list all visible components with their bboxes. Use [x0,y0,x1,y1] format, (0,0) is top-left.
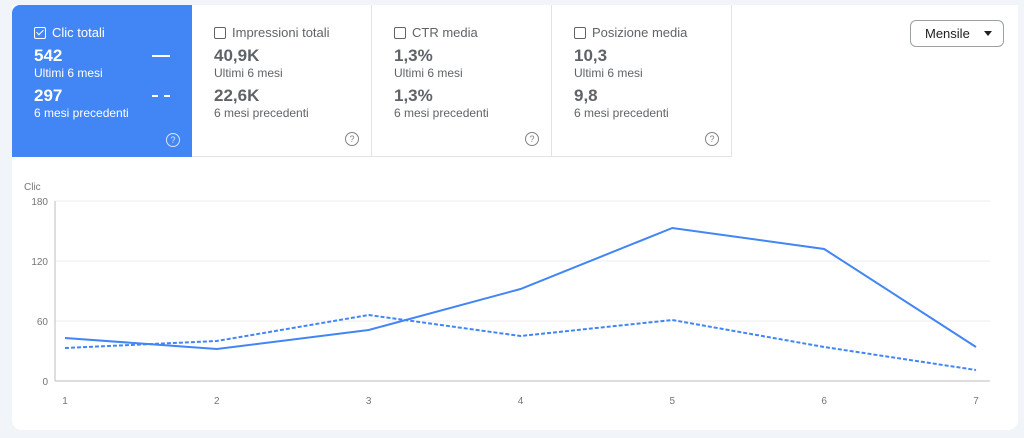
y-tick-label: 0 [42,377,48,388]
metric-title[interactable]: Impressioni totali [214,25,351,40]
previous-period-label: 6 mesi precedenti [574,106,669,120]
metric-card[interactable]: Clic totali 542 Ultimi 6 mesi 297 6 mesi… [12,5,192,157]
caret-down-icon [983,31,992,36]
previous-value: 22,6K [214,86,260,105]
x-tick-label: 1 [62,396,68,407]
legend-dashed-line [152,95,170,97]
metric-card[interactable]: Impressioni totali 40,9K Ultimi 6 mesi 2… [192,5,372,157]
y-tick-label: 120 [31,257,48,268]
previous-period-label: 6 mesi precedenti [214,106,309,120]
help-icon[interactable]: ? [166,133,180,147]
checkbox-icon[interactable] [214,26,226,39]
y-tick-label: 180 [31,197,48,208]
help-icon[interactable]: ? [705,132,719,146]
checkbox-icon[interactable] [574,26,586,39]
metric-card[interactable]: CTR media 1,3% Ultimi 6 mesi 1,3% 6 mesi… [372,5,552,157]
current-period-label: Ultimi 6 mesi [574,66,643,80]
period-dropdown[interactable]: Mensile [910,20,1004,47]
checkbox-icon[interactable] [34,26,46,39]
help-icon[interactable]: ? [525,132,539,146]
current-period-label: Ultimi 6 mesi [394,66,463,80]
x-tick-label: 4 [518,396,524,407]
metric-label: Impressioni totali [232,25,330,40]
checkbox-icon[interactable] [394,26,406,39]
previous-value: 1,3% [394,86,433,105]
series-line-dashed [64,313,977,371]
legend-solid-line [152,55,170,57]
period-value: Mensile [925,26,970,41]
metric-title[interactable]: Posizione media [574,25,711,40]
previous-period-label: 6 mesi precedenti [34,106,129,120]
x-tick-label: 6 [821,396,827,407]
x-tick-label: 2 [214,396,220,407]
metric-title[interactable]: CTR media [394,25,531,40]
metric-card[interactable]: Posizione media 10,3 Ultimi 6 mesi 9,8 6… [552,5,732,157]
current-period-label: Ultimi 6 mesi [34,66,103,80]
metric-title[interactable]: Clic totali [34,25,172,40]
current-value: 542 [34,46,63,65]
x-tick-label: 7 [973,396,979,407]
y-tick-label: 60 [37,317,49,328]
x-tick-label: 3 [366,396,372,407]
metric-label: Posizione media [592,25,688,40]
previous-value: 9,8 [574,86,598,105]
current-period-label: Ultimi 6 mesi [214,66,283,80]
current-value: 1,3% [394,46,433,65]
performance-card: Clic totali 542 Ultimi 6 mesi 297 6 mesi… [12,5,1018,430]
current-value: 10,3 [574,46,608,65]
x-tick-label: 5 [670,396,676,407]
y-axis-label: Clic [24,182,41,193]
help-icon[interactable]: ? [345,132,359,146]
previous-value: 297 [34,86,63,105]
metric-label: Clic totali [52,25,105,40]
series-line-solid [64,226,977,351]
previous-period-label: 6 mesi precedenti [394,106,489,120]
metric-label: CTR media [412,25,478,40]
current-value: 40,9K [214,46,260,65]
